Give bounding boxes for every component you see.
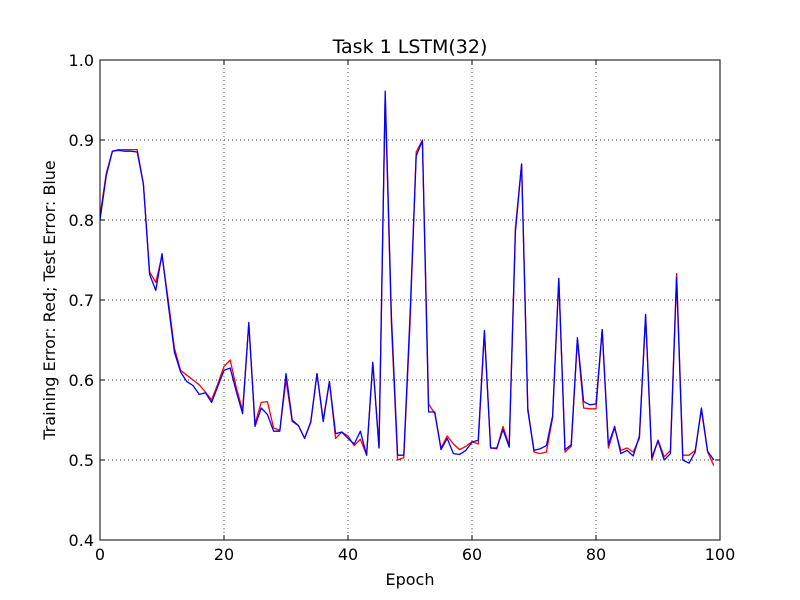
x-tick-label: 20 (214, 545, 234, 564)
series-layer (99, 90, 715, 466)
y-tick-label: 0.7 (69, 291, 94, 310)
y-tick-label: 0.9 (69, 131, 94, 150)
x-tick-label: 80 (586, 545, 606, 564)
x-tick-label: 0 (95, 545, 105, 564)
y-tick-label: 1.0 (69, 51, 94, 70)
y-axis-title: Training Error: Red; Test Error: Blue (40, 160, 59, 440)
chart-title: Task 1 LSTM(32) (332, 36, 488, 58)
y-tick-label: 0.8 (69, 211, 94, 230)
y-tick-label: 0.4 (69, 531, 94, 550)
y-tick-label: 0.5 (69, 451, 94, 470)
training-error-line (99, 95, 715, 466)
grid-lines (100, 60, 720, 540)
axis-ticks: 0 20 40 60 80 100 0.4 0.5 0.6 0.7 0.8 0.9 1.0 (69, 51, 736, 564)
y-tick-label: 0.6 (69, 371, 94, 390)
x-tick-label: 40 (338, 545, 358, 564)
x-axis-title: Epoch (386, 570, 435, 589)
test-error-line (99, 90, 715, 464)
x-tick-label: 100 (705, 545, 736, 564)
x-tick-label: 60 (462, 545, 482, 564)
